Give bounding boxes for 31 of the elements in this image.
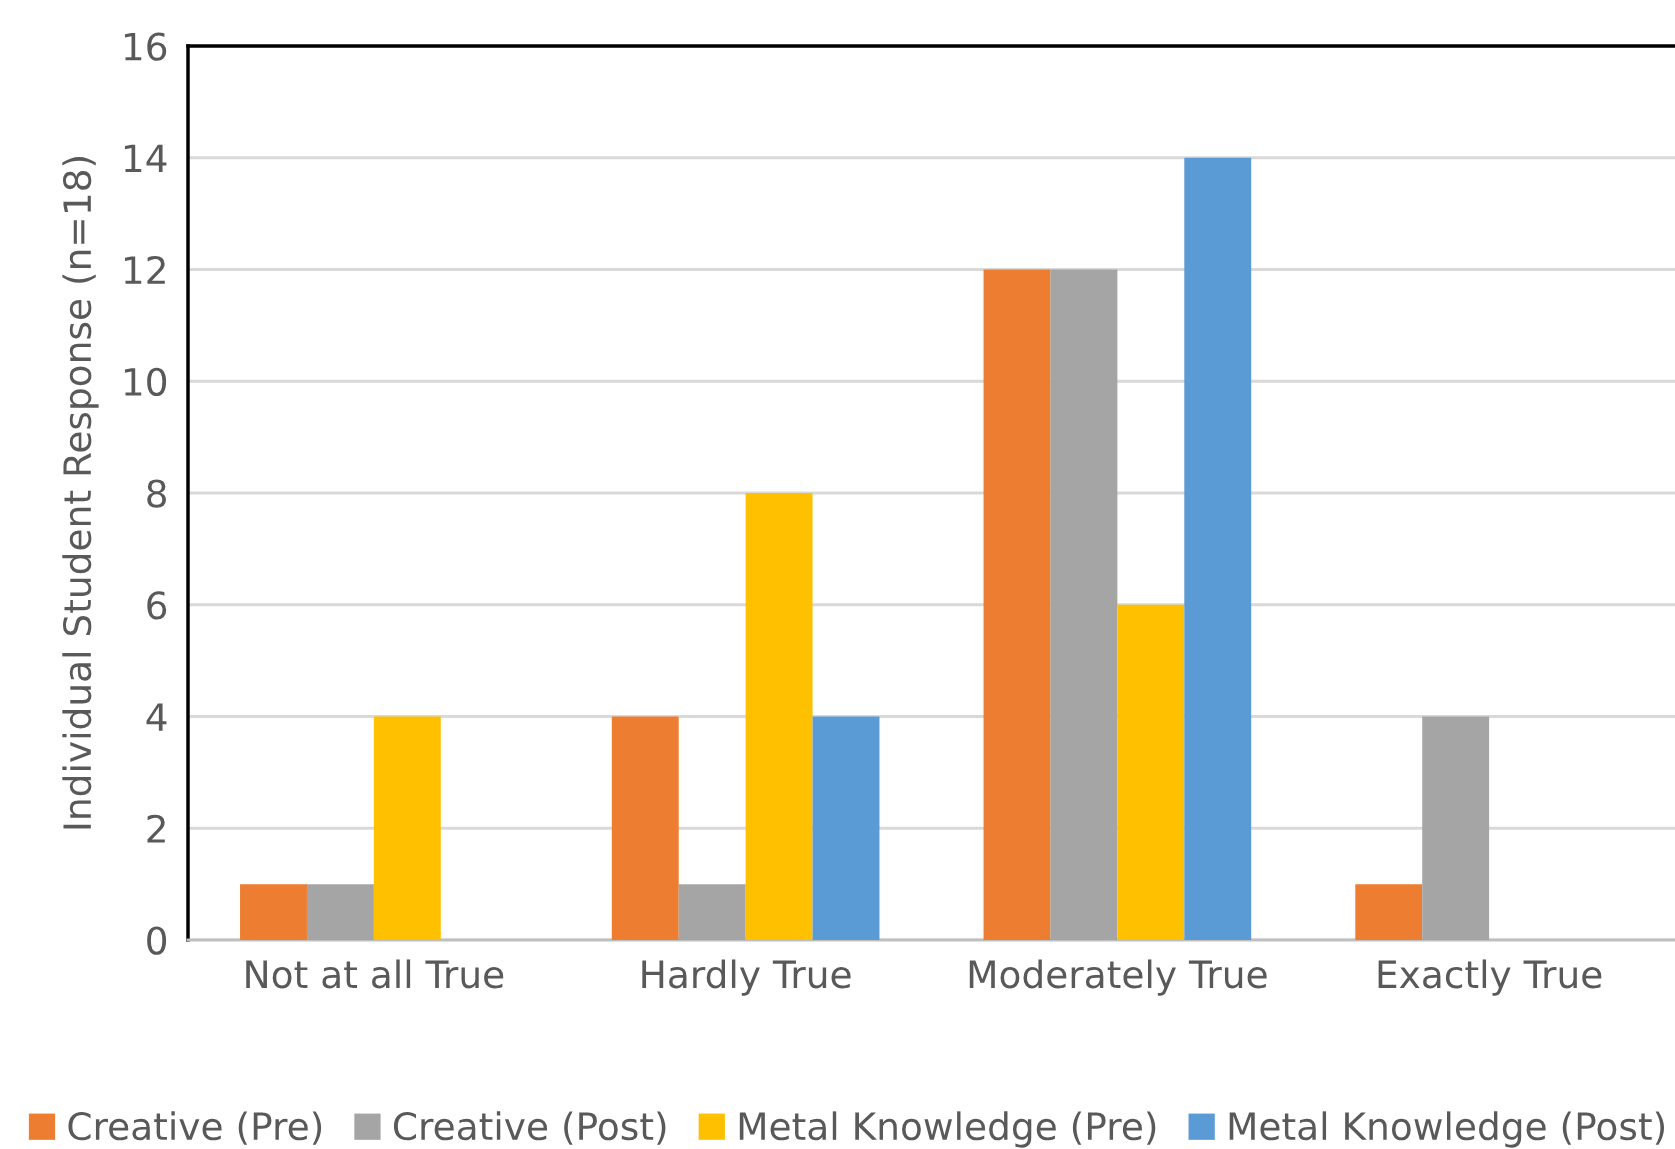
y-tick-label: 0 (147, 926, 167, 955)
y-axis-title: Individual Student Response (n=18) (62, 157, 99, 829)
y-tick-label: 12 (124, 255, 165, 284)
bar (373, 716, 441, 940)
legend-label: Metal Knowledge (Pre) (739, 1111, 1156, 1148)
y-tick-label: 8 (147, 479, 166, 508)
y-tick-label: 2 (147, 814, 165, 843)
legend-label: Metal Knowledge (Post) (1229, 1111, 1665, 1148)
bar (306, 884, 374, 940)
bar (240, 884, 307, 940)
y-tick-label: 4 (146, 703, 167, 731)
bar (1184, 157, 1252, 940)
legend-label: Creative (Pre) (68, 1111, 322, 1145)
bar (1355, 884, 1423, 940)
y-tick-label: 10 (124, 367, 167, 397)
bar (812, 716, 880, 940)
x-tick-label: Moderately True (969, 959, 1267, 996)
x-tick-label: Hardly True (642, 959, 851, 996)
x-tick-label: Exactly True (1378, 959, 1602, 996)
bar (1050, 269, 1118, 940)
x-tick-label: Not at all True (246, 959, 504, 989)
y-tick-label: 14 (124, 144, 167, 172)
y-tick-label: 6 (147, 591, 167, 620)
bar (745, 493, 813, 940)
bar (1422, 716, 1490, 940)
bar (1117, 604, 1185, 940)
bar (983, 269, 1051, 940)
y-tick-label: 16 (124, 32, 167, 61)
bar (611, 716, 679, 940)
legend-label: Creative (Post) (393, 1111, 666, 1145)
bar (678, 884, 746, 940)
